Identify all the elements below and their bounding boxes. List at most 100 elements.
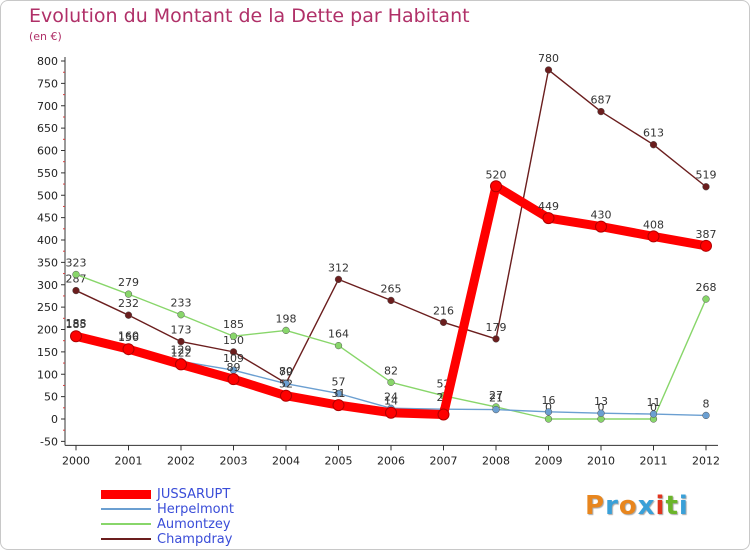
data-point-jussarupt [70,330,82,343]
data-point-aumontzey [387,378,395,386]
data-label-jussarupt: 520 [486,168,507,181]
legend-label-jussarupt: JUSSARUPT [157,487,231,502]
data-label-herpelmont: 11 [647,396,661,409]
data-label-jussarupt: 449 [538,200,559,213]
data-label-aumontzey: 279 [118,276,139,289]
x-tick-label: 2000 [62,454,90,467]
data-label-champdray: 232 [118,297,139,310]
data-point-herpelmont [544,408,553,416]
data-label-jussarupt: 408 [643,218,664,231]
data-label-herpelmont: 21 [489,392,503,405]
data-point-champdray [597,107,605,116]
data-point-jussarupt [122,343,135,356]
data-point-jussarupt [595,220,607,233]
legend-swatch-herpelmont [101,508,151,510]
data-label-herpelmont: 8 [703,397,710,410]
data-point-jussarupt [175,358,187,371]
data-point-champdray [334,275,343,284]
data-point-jussarupt [700,239,712,252]
y-tick-label: 650 [37,122,58,135]
data-point-herpelmont [702,411,710,420]
data-point-aumontzey [177,311,185,319]
data-label-jussarupt: 387 [696,228,717,241]
data-label-aumontzey: 164 [328,328,349,341]
data-label-herpelmont: 79 [279,366,293,379]
y-tick-label: 200 [37,324,58,337]
data-label-jussarupt: 156 [118,331,139,344]
data-point-aumontzey [72,270,80,279]
data-point-herpelmont [492,405,500,414]
data-label-aumontzey: 185 [223,318,244,331]
data-label-aumontzey: 27 [489,389,503,402]
data-label-jussarupt: 185 [66,318,87,331]
y-tick-label: 450 [37,212,58,225]
data-point-aumontzey [544,415,553,423]
chart-title: Evolution du Montant de la Dette par Hab… [29,5,470,27]
data-label-aumontzey: 82 [384,364,398,377]
x-tick-label: 2003 [220,454,248,467]
data-label-champdray: 613 [643,127,664,140]
y-tick-label: 500 [37,189,58,202]
data-point-champdray [72,286,80,295]
data-label-aumontzey: 198 [276,312,297,325]
y-tick-label: 0 [51,413,58,426]
data-point-champdray [544,66,553,74]
logo-letter: i [655,491,666,521]
data-point-champdray [124,311,133,319]
legend-swatch-jussarupt [101,489,151,499]
y-tick-label: 100 [37,368,58,381]
data-label-herpelmont: 57 [332,375,346,388]
x-tick-label: 2011 [640,454,668,467]
y-tick-label: 350 [37,256,58,269]
data-label-jussarupt: 122 [171,346,192,359]
data-label-champdray: 80 [279,365,293,378]
x-tick-label: 2009 [535,454,563,467]
y-tick-label: 250 [37,301,58,314]
data-label-aumontzey: 233 [171,297,192,310]
data-label-champdray: 519 [696,169,717,182]
data-point-jussarupt [647,230,660,243]
data-label-champdray: 687 [591,94,612,107]
legend-swatch-aumontzey [101,523,151,525]
y-tick-label: 700 [37,100,58,113]
legend-swatch-champdray [101,538,151,540]
x-tick-label: 2007 [430,454,458,467]
data-label-herpelmont: 16 [542,394,556,407]
logo-letter: i [678,491,689,521]
data-label-herpelmont: 188 [66,317,87,330]
data-label-aumontzey: 323 [66,256,87,269]
data-label-herpelmont: 129 [171,343,192,356]
y-tick-label: 750 [37,77,58,90]
data-point-champdray [229,348,238,356]
proxiti-logo: Proxiti [585,491,689,521]
y-tick-label: 550 [37,167,58,180]
data-label-jussarupt: 89 [227,361,241,374]
data-point-jussarupt [332,399,345,412]
data-label-jussarupt: 430 [591,209,612,222]
data-point-jussarupt [227,373,240,386]
data-label-herpelmont: 13 [594,395,608,408]
data-label-champdray: 179 [486,321,507,334]
data-label-aumontzey: 0 [650,401,657,414]
data-label-aumontzey: 268 [696,281,717,294]
data-point-jussarupt [490,180,502,193]
data-label-aumontzey: 0 [598,401,605,414]
legend-label-herpelmont: Herpelmont [157,502,234,517]
data-label-jussarupt: 52 [279,378,293,391]
data-point-aumontzey [282,326,290,335]
data-point-champdray [492,335,500,343]
y-tick-label: 50 [44,391,58,404]
chart-unit: (en €) [29,30,62,43]
data-point-jussarupt [280,389,292,402]
x-tick-label: 2004 [272,454,300,467]
logo-letter: o [618,491,638,521]
data-label-aumontzey: 0 [545,401,552,414]
x-tick-label: 2002 [167,454,195,467]
x-tick-label: 2012 [692,454,720,467]
data-point-champdray [177,337,185,346]
x-tick-label: 2005 [325,454,353,467]
data-point-champdray [439,318,448,326]
x-tick-label: 2006 [377,454,405,467]
logo-letter: r [605,491,619,521]
